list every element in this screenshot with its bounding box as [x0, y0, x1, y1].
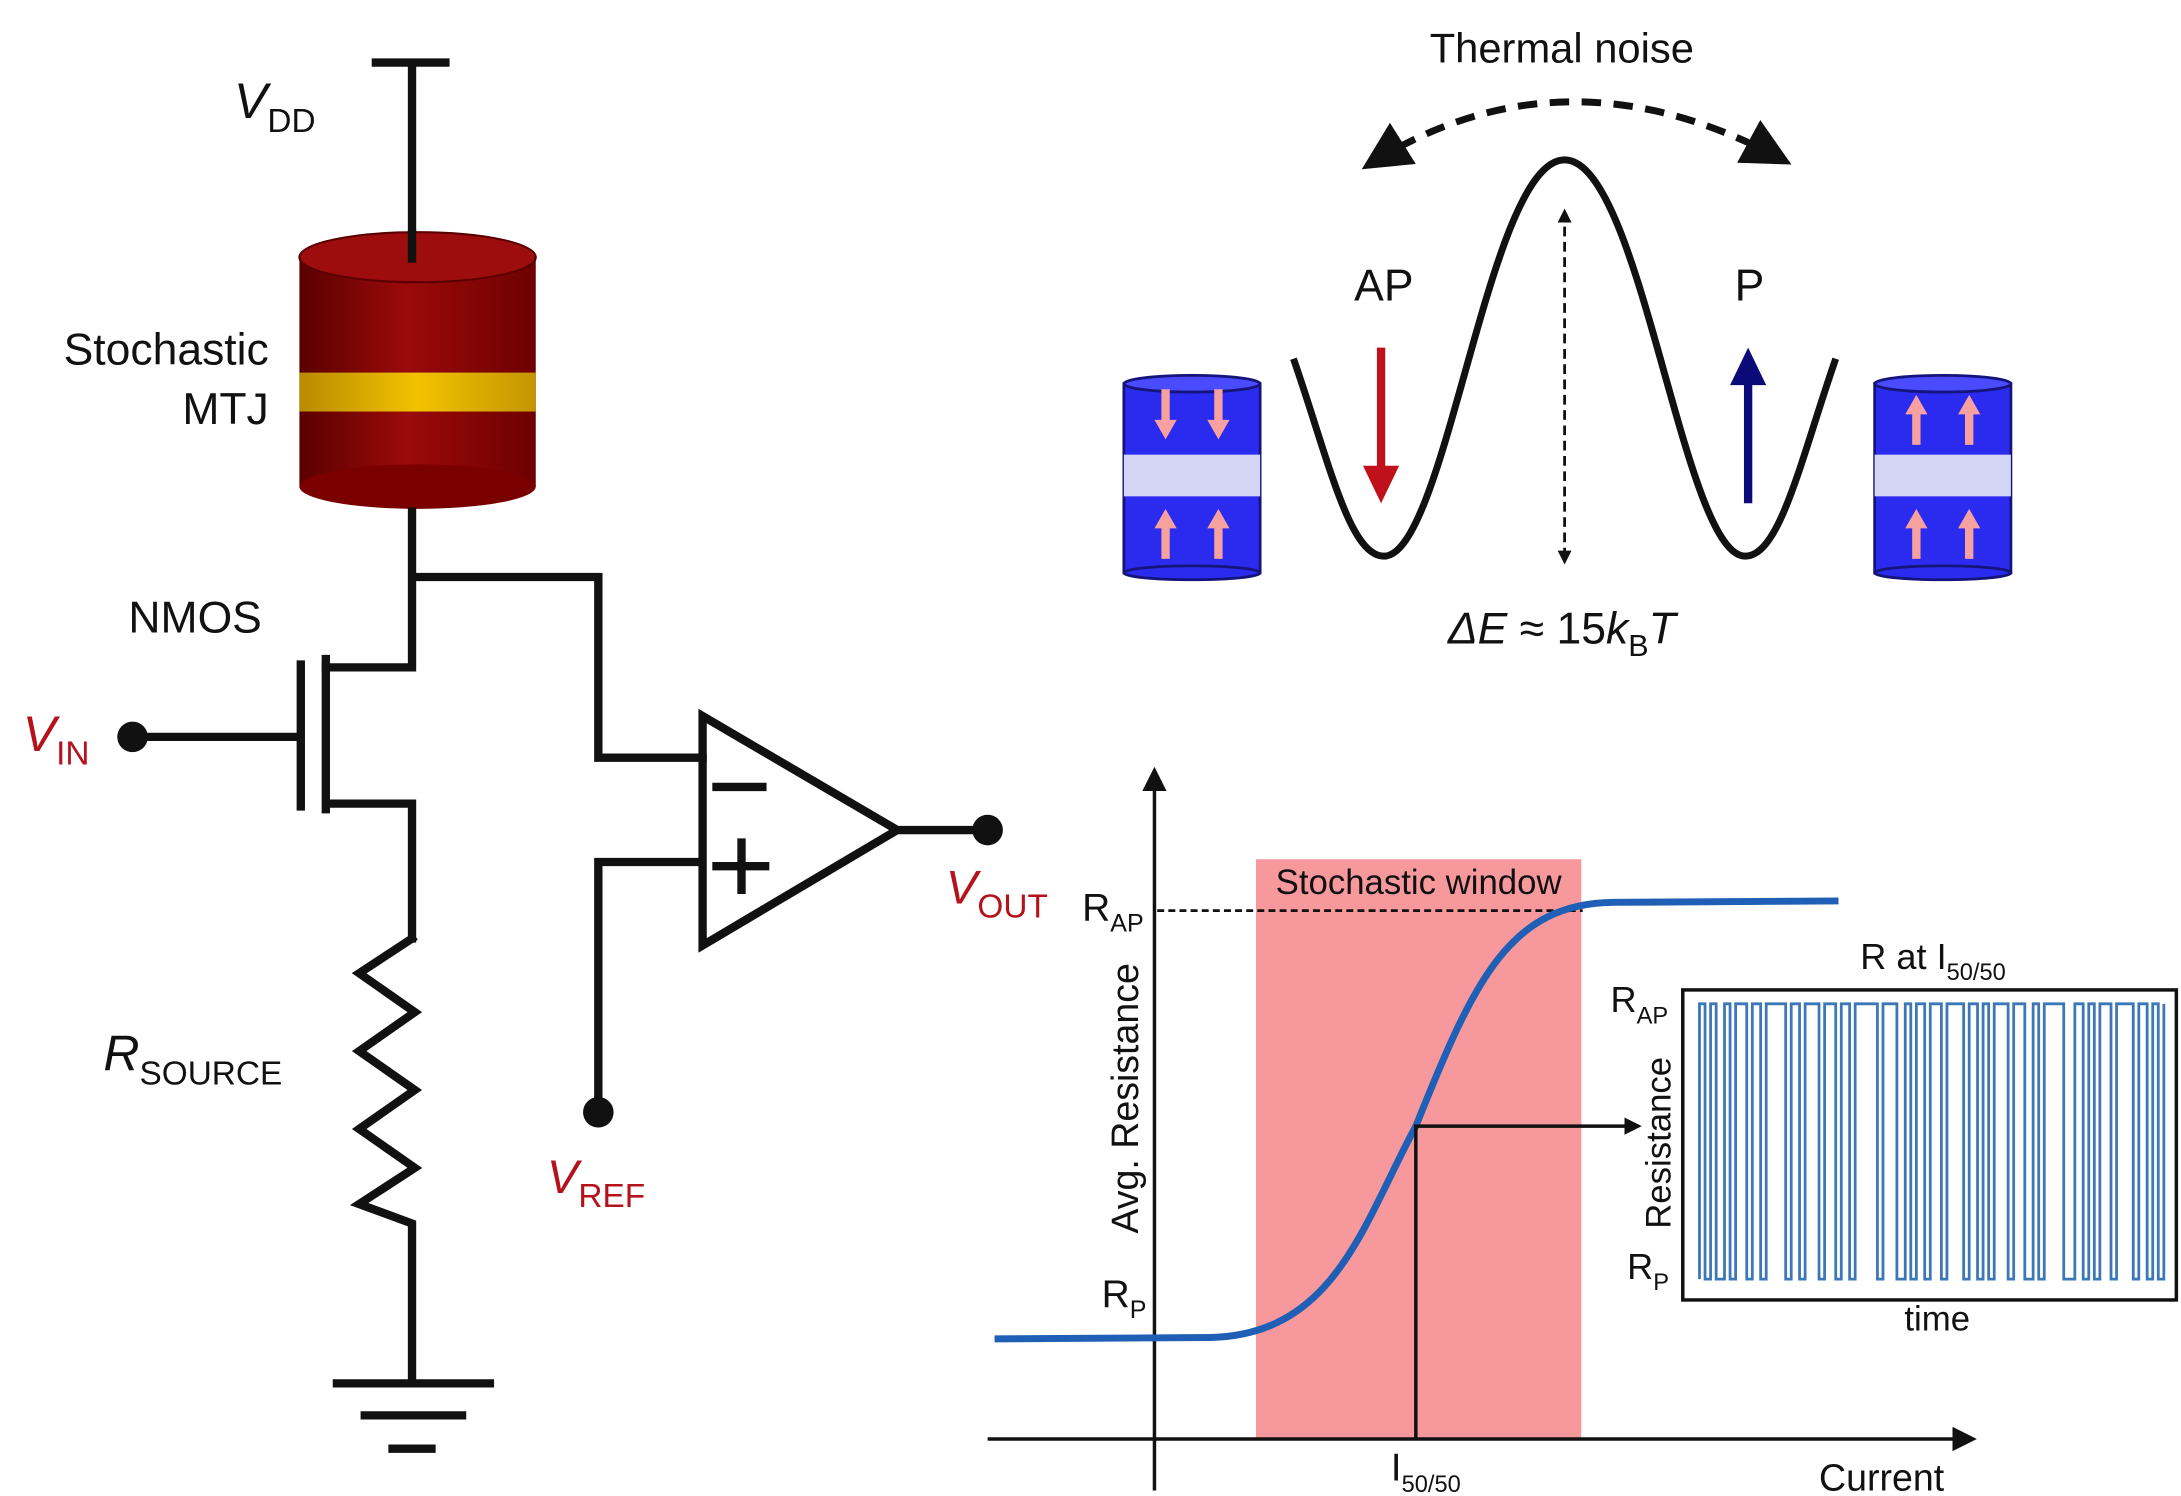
inset-rap-label: RAP: [1610, 979, 1668, 1029]
inset: R at I50/50 RAP RP Resistance time: [1610, 936, 2176, 1338]
i5050-label: I50/50: [1391, 1447, 1461, 1496]
ap-arrow: [1363, 348, 1399, 504]
y-axis-label: Avg. Resistance: [1104, 963, 1146, 1233]
stochastic-window: [1256, 859, 1581, 1439]
vin-node: [117, 722, 148, 753]
nmos-label: NMOS: [128, 594, 261, 643]
noise-arrow: [1370, 102, 1783, 164]
inset-x-label: time: [1904, 1301, 1970, 1339]
rap-label: RAP: [1082, 886, 1143, 937]
resistor: [359, 938, 415, 1383]
ap-label: AP: [1354, 261, 1413, 310]
mtj-label: MTJ: [182, 385, 268, 434]
vout-label: VOUT: [946, 862, 1048, 926]
ground: [337, 1383, 490, 1448]
op-amp: [598, 716, 987, 1112]
figure: VDD Stochastic MTJ NMOS VIN RSOURCE VOUT…: [0, 0, 2181, 1496]
energy-landscape: Thermal noise AP P ΔE ≈ 15kBT: [1124, 25, 2011, 664]
mtj: [299, 232, 535, 509]
energy-title: Thermal noise: [1430, 25, 1694, 72]
resistance-plot: Stochastic window RAP RP Avg. Resistance…: [988, 772, 2177, 1496]
inset-y-label: Resistance: [1640, 1057, 1678, 1229]
rp-label: RP: [1102, 1273, 1147, 1324]
page: { "circuit": { "vdd": {"main": "V", "sub…: [0, 0, 2181, 1496]
inset-rp-label: RP: [1627, 1246, 1669, 1296]
ap-cylinder: [1124, 375, 1260, 579]
mtj-label: Stochastic: [64, 325, 269, 374]
vref-node: [583, 1097, 614, 1128]
wire: [326, 512, 703, 758]
p-arrow: [1730, 348, 1766, 504]
nmos: [133, 659, 412, 938]
p-cylinder: [1875, 375, 2011, 579]
p-label: P: [1735, 261, 1765, 310]
vdd-wire: [376, 63, 446, 248]
window-label: Stochastic window: [1276, 864, 1563, 902]
vdd-label: VDD: [234, 73, 316, 140]
vref-label: VREF: [547, 1151, 645, 1215]
vin-label: VIN: [23, 706, 90, 773]
circuit: VDD Stochastic MTJ NMOS VIN RSOURCE VOUT…: [23, 63, 1048, 1449]
x-axis-label: Current: [1819, 1456, 1945, 1496]
barrier-label: ΔE ≈ 15kBT: [1447, 605, 1679, 664]
rsource-label: RSOURCE: [103, 1026, 282, 1093]
vout-node: [972, 815, 1003, 846]
inset-title: R at I50/50: [1860, 936, 2005, 986]
